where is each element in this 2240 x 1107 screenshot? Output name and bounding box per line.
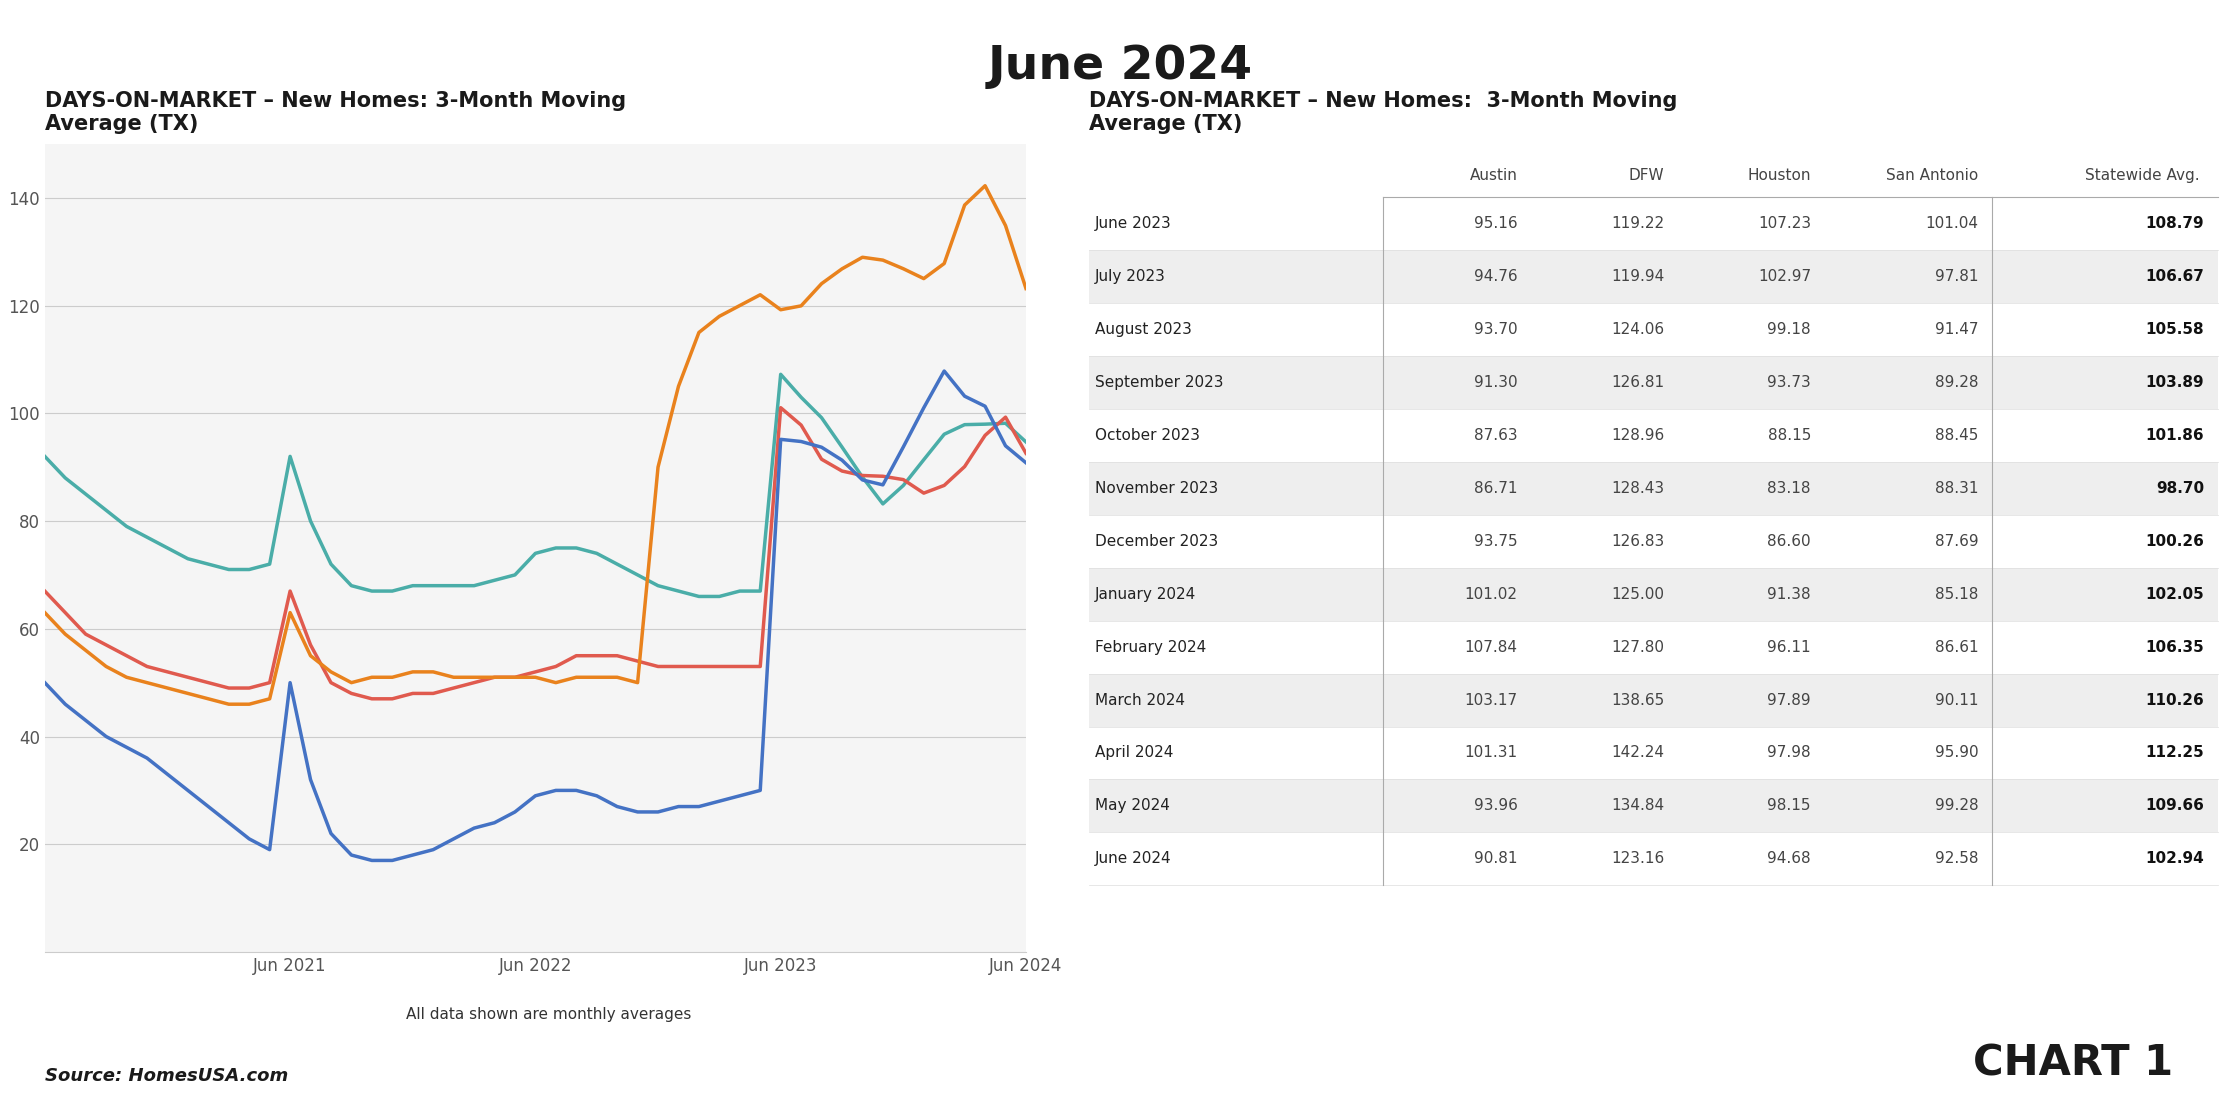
Text: 128.43: 128.43 xyxy=(1611,480,1664,496)
Text: February 2024: February 2024 xyxy=(1095,640,1205,654)
FancyBboxPatch shape xyxy=(1089,356,2218,408)
Text: 101.86: 101.86 xyxy=(2146,428,2204,443)
Text: 90.81: 90.81 xyxy=(1474,851,1516,867)
Legend: Austin, Dallas Fort Worth, Houston, San Antonio: Austin, Dallas Fort Worth, Houston, San … xyxy=(242,1099,829,1107)
Text: 119.94: 119.94 xyxy=(1611,269,1664,284)
Text: 126.83: 126.83 xyxy=(1611,534,1664,549)
Text: 87.63: 87.63 xyxy=(1474,428,1516,443)
Text: October 2023: October 2023 xyxy=(1095,428,1201,443)
Text: 107.84: 107.84 xyxy=(1465,640,1516,654)
FancyBboxPatch shape xyxy=(1089,462,2218,515)
Text: 99.18: 99.18 xyxy=(1767,322,1810,337)
Text: CHART 1: CHART 1 xyxy=(1973,1043,2173,1085)
Text: 102.94: 102.94 xyxy=(2146,851,2204,867)
Text: 134.84: 134.84 xyxy=(1611,798,1664,814)
Text: November 2023: November 2023 xyxy=(1095,480,1219,496)
Text: 93.73: 93.73 xyxy=(1767,375,1810,390)
Text: May 2024: May 2024 xyxy=(1095,798,1169,814)
Text: July 2023: July 2023 xyxy=(1095,269,1165,284)
Text: 98.15: 98.15 xyxy=(1767,798,1810,814)
Text: 106.67: 106.67 xyxy=(2146,269,2204,284)
Text: DFW: DFW xyxy=(1628,168,1664,183)
Text: June 2023: June 2023 xyxy=(1095,216,1172,231)
Text: 138.65: 138.65 xyxy=(1611,693,1664,707)
Text: 101.04: 101.04 xyxy=(1926,216,1978,231)
Text: 97.81: 97.81 xyxy=(1935,269,1978,284)
Text: 101.31: 101.31 xyxy=(1465,745,1516,761)
Text: 86.71: 86.71 xyxy=(1474,480,1516,496)
Text: 94.68: 94.68 xyxy=(1767,851,1810,867)
Text: 106.35: 106.35 xyxy=(2146,640,2204,654)
Text: 87.69: 87.69 xyxy=(1935,534,1978,549)
Text: 89.28: 89.28 xyxy=(1935,375,1978,390)
Text: 88.15: 88.15 xyxy=(1767,428,1810,443)
Text: 88.45: 88.45 xyxy=(1935,428,1978,443)
FancyBboxPatch shape xyxy=(1089,779,2218,832)
Text: 90.11: 90.11 xyxy=(1935,693,1978,707)
Text: 124.06: 124.06 xyxy=(1611,322,1664,337)
Text: 91.30: 91.30 xyxy=(1474,375,1516,390)
Text: 108.79: 108.79 xyxy=(2146,216,2204,231)
Text: September 2023: September 2023 xyxy=(1095,375,1223,390)
Text: 105.58: 105.58 xyxy=(2146,322,2204,337)
Text: San Antonio: San Antonio xyxy=(1886,168,1978,183)
Text: April 2024: April 2024 xyxy=(1095,745,1174,761)
Text: 86.60: 86.60 xyxy=(1767,534,1810,549)
Text: 95.16: 95.16 xyxy=(1474,216,1516,231)
Text: June 2024: June 2024 xyxy=(988,44,1252,90)
FancyBboxPatch shape xyxy=(1089,673,2218,726)
Text: 96.11: 96.11 xyxy=(1767,640,1810,654)
Text: DAYS-ON-MARKET – New Homes:  3-Month Moving
Average (TX): DAYS-ON-MARKET – New Homes: 3-Month Movi… xyxy=(1089,91,1678,134)
Text: 97.89: 97.89 xyxy=(1767,693,1810,707)
Text: 101.02: 101.02 xyxy=(1465,587,1516,602)
Text: 128.96: 128.96 xyxy=(1611,428,1664,443)
Text: 86.61: 86.61 xyxy=(1935,640,1978,654)
Text: 92.58: 92.58 xyxy=(1935,851,1978,867)
Text: 127.80: 127.80 xyxy=(1611,640,1664,654)
Text: June 2024: June 2024 xyxy=(1095,851,1172,867)
Text: 98.70: 98.70 xyxy=(2155,480,2204,496)
Text: Statewide Avg.: Statewide Avg. xyxy=(2085,168,2200,183)
Text: 100.26: 100.26 xyxy=(2146,534,2204,549)
Text: 93.75: 93.75 xyxy=(1474,534,1516,549)
FancyBboxPatch shape xyxy=(1089,568,2218,621)
FancyBboxPatch shape xyxy=(1089,250,2218,303)
Text: December 2023: December 2023 xyxy=(1095,534,1219,549)
Text: 126.81: 126.81 xyxy=(1611,375,1664,390)
Text: 102.05: 102.05 xyxy=(2146,587,2204,602)
Text: 91.47: 91.47 xyxy=(1935,322,1978,337)
Text: 85.18: 85.18 xyxy=(1935,587,1978,602)
Text: August 2023: August 2023 xyxy=(1095,322,1192,337)
Text: All data shown are monthly averages: All data shown are monthly averages xyxy=(405,1007,692,1023)
Text: 110.26: 110.26 xyxy=(2146,693,2204,707)
Text: 112.25: 112.25 xyxy=(2146,745,2204,761)
Text: 102.97: 102.97 xyxy=(1758,269,1810,284)
Text: 142.24: 142.24 xyxy=(1611,745,1664,761)
Text: Source: HomesUSA.com: Source: HomesUSA.com xyxy=(45,1067,289,1085)
Text: 97.98: 97.98 xyxy=(1767,745,1810,761)
Text: 109.66: 109.66 xyxy=(2146,798,2204,814)
Text: January 2024: January 2024 xyxy=(1095,587,1196,602)
Text: 88.31: 88.31 xyxy=(1935,480,1978,496)
Text: 103.89: 103.89 xyxy=(2146,375,2204,390)
Text: 83.18: 83.18 xyxy=(1767,480,1810,496)
Text: 99.28: 99.28 xyxy=(1935,798,1978,814)
Text: 94.76: 94.76 xyxy=(1474,269,1516,284)
Text: 93.70: 93.70 xyxy=(1474,322,1516,337)
Text: 103.17: 103.17 xyxy=(1465,693,1516,707)
Text: 91.38: 91.38 xyxy=(1767,587,1810,602)
Text: 93.96: 93.96 xyxy=(1474,798,1516,814)
Text: Houston: Houston xyxy=(1747,168,1810,183)
Text: 119.22: 119.22 xyxy=(1611,216,1664,231)
Text: 125.00: 125.00 xyxy=(1611,587,1664,602)
Text: 123.16: 123.16 xyxy=(1611,851,1664,867)
Text: 107.23: 107.23 xyxy=(1758,216,1810,231)
Text: Austin: Austin xyxy=(1469,168,1516,183)
Text: DAYS-ON-MARKET – New Homes: 3-Month Moving
Average (TX): DAYS-ON-MARKET – New Homes: 3-Month Movi… xyxy=(45,91,625,134)
Text: 95.90: 95.90 xyxy=(1935,745,1978,761)
Text: March 2024: March 2024 xyxy=(1095,693,1185,707)
